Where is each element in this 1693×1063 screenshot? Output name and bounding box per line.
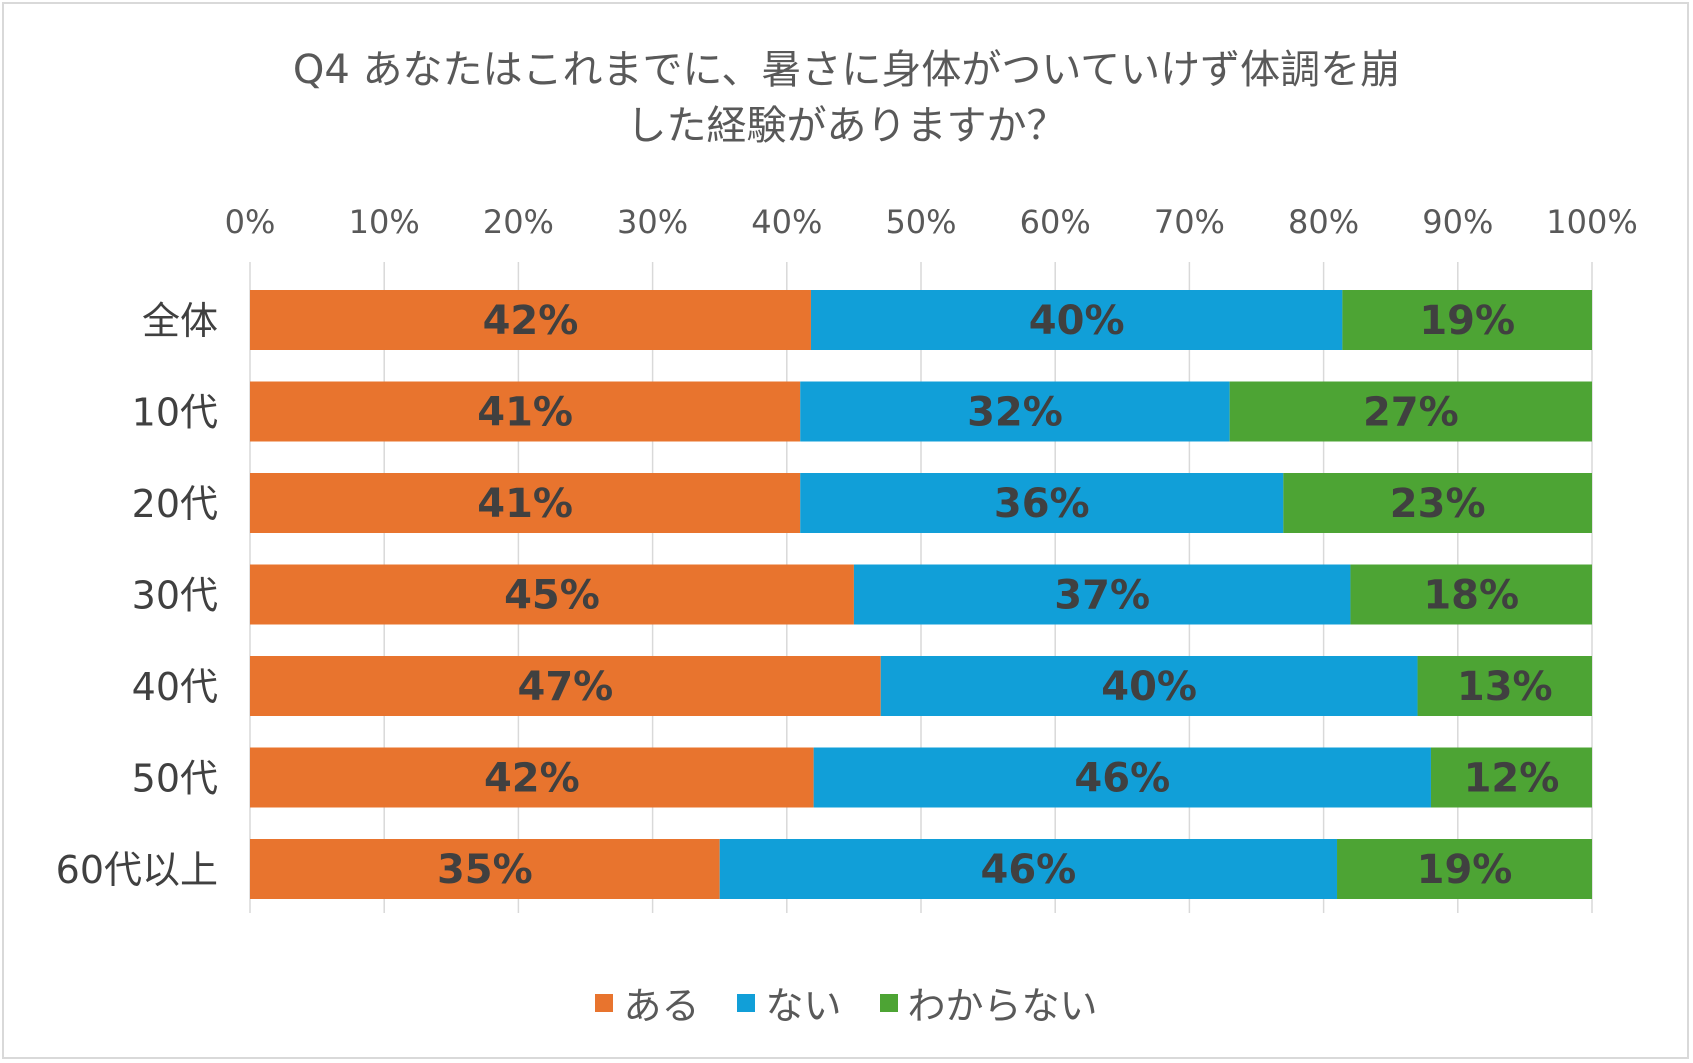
x-tick-label: 20% [483, 203, 554, 241]
bar-segment [813, 747, 1431, 808]
bar-segment [250, 381, 801, 442]
legend-label-wakaranai: わからない [907, 984, 1098, 1028]
x-tick-label: 100% [1546, 203, 1637, 241]
data-label: 47% [517, 664, 613, 710]
category-label: 10代 [132, 391, 218, 435]
data-label: 40% [1029, 298, 1125, 344]
x-tick-label: 50% [885, 203, 956, 241]
x-tick-label: 30% [617, 203, 688, 241]
chart-legend: ある ない わからない [0, 975, 1693, 1030]
bar-segment [800, 473, 1284, 533]
chart-title-line-1: Q4 あなたはこれまでに、暑さに身体がついていけず体調を崩 [292, 47, 1401, 93]
data-label: 42% [484, 756, 580, 802]
category-label: 30代 [132, 574, 218, 618]
bar-segment [1417, 656, 1592, 716]
bar-segment [250, 564, 854, 625]
category-label: 20代 [132, 482, 218, 526]
legend-item-wakaranai: わからない [879, 975, 1098, 1030]
bar-segment [1283, 473, 1592, 533]
data-label: 40% [1101, 664, 1197, 710]
data-label: 41% [477, 390, 573, 436]
legend-swatch-nai [737, 993, 756, 1012]
data-label: 19% [1417, 847, 1513, 893]
data-label: 45% [504, 573, 600, 619]
bar-segment [250, 656, 881, 716]
data-label: 23% [1390, 481, 1486, 527]
x-tick-label: 60% [1020, 203, 1091, 241]
bar-segment [853, 564, 1351, 625]
x-tick-label: 70% [1154, 203, 1225, 241]
bar-segment [810, 290, 1343, 350]
category-label: 40代 [132, 665, 218, 709]
x-tick-label: 0% [225, 203, 276, 241]
legend-swatch-aru [595, 993, 614, 1012]
bar-segment [880, 656, 1418, 716]
data-label: 46% [1074, 756, 1170, 802]
data-label: 12% [1464, 756, 1560, 802]
legend-item-aru: ある [595, 975, 699, 1030]
x-tick-label: 40% [751, 203, 822, 241]
data-label: 41% [477, 481, 573, 527]
data-label: 36% [994, 481, 1090, 527]
x-tick-label: 10% [349, 203, 420, 241]
data-label: 18% [1423, 573, 1519, 619]
legend-swatch-wakaranai [879, 993, 898, 1012]
data-label: 37% [1054, 573, 1150, 619]
bar-segment [250, 290, 811, 350]
bar-segment [250, 747, 814, 808]
legend-label-aru: ある [623, 984, 700, 1028]
legend-label-nai: ない [765, 984, 842, 1028]
category-label: 50代 [132, 757, 218, 801]
legend-item-nai: ない [737, 975, 842, 1030]
bar-segment [1342, 290, 1592, 350]
category-label: 60代以上 [56, 848, 218, 892]
data-label: 35% [437, 847, 533, 893]
bar-segment [800, 381, 1230, 442]
chart-title: Q4 あなたはこれまでに、暑さに身体がついていけず体調を崩 した経験がありますか… [0, 42, 1693, 154]
data-label: 13% [1457, 664, 1553, 710]
bar-segment [719, 839, 1338, 899]
bar-segment [250, 839, 720, 899]
x-tick-label: 80% [1288, 203, 1359, 241]
data-label: 27% [1363, 390, 1459, 436]
x-tick-label: 90% [1422, 203, 1493, 241]
chart-title-line-2: した経験がありますか？ [626, 103, 1067, 149]
bar-segment [1430, 747, 1592, 808]
data-label: 42% [483, 298, 579, 344]
data-label: 19% [1419, 298, 1515, 344]
bar-segment [250, 473, 801, 533]
data-label: 46% [980, 847, 1076, 893]
bar-segment [1350, 564, 1592, 625]
data-label: 32% [967, 390, 1063, 436]
category-label: 全体 [142, 299, 218, 343]
bar-segment [1229, 381, 1592, 442]
bar-segment [1337, 839, 1592, 899]
